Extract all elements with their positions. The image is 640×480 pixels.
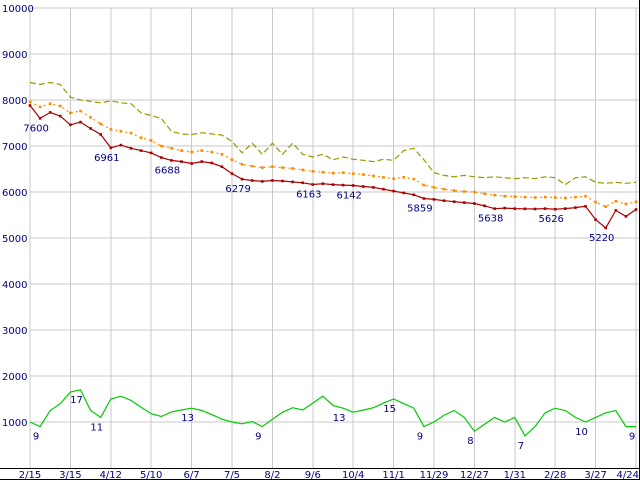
point-label-green: 11 [90, 422, 103, 433]
point-label-red: 5859 [407, 204, 432, 215]
point-label-red: 5220 [589, 233, 614, 244]
point-label-red: 6688 [155, 165, 180, 176]
x-tick-label: 12/27 [460, 470, 489, 480]
series-lower-green-line [29, 389, 636, 437]
x-tick-label: 8/2 [264, 470, 280, 480]
y-tick-label: 1000 [2, 418, 27, 429]
x-tick-label: 4/12 [100, 470, 122, 480]
x-axis-labels: 2/15 3/15 4/12 5/10 6/7 7/5 8/2 9/6 10/4 11/1 11/2… [19, 470, 639, 480]
y-tick-label: 8000 [2, 96, 27, 107]
x-tick-label: 3/15 [59, 470, 81, 480]
series-middle-dotted-line [28, 100, 638, 208]
x-tick-label: 5/10 [140, 470, 162, 480]
y-tick-label: 9000 [2, 50, 27, 61]
series-upper-dashed-line [29, 81, 637, 186]
point-label-green: 7 [518, 441, 524, 452]
point-label-red: 6279 [225, 184, 250, 195]
point-label-red: 5626 [538, 214, 563, 225]
series-line-green [29, 389, 636, 437]
y-tick-label: 2000 [2, 372, 27, 383]
point-label-red: 6142 [336, 191, 361, 202]
point-label-red: 6961 [94, 153, 119, 164]
x-tick-label: 2/28 [544, 470, 566, 480]
x-tick-label: 9/6 [305, 470, 321, 480]
y-tick-label: 7000 [2, 142, 27, 153]
x-tick-label: 7/5 [224, 470, 240, 480]
point-label-green: 8 [467, 436, 473, 447]
x-tick-label: 6/7 [184, 470, 200, 480]
y-axis-labels: 10000 9000 8000 7000 6000 5000 4000 3000 2000 100… [2, 4, 34, 429]
y-tick-label: 4000 [2, 280, 27, 291]
point-label-green: 15 [383, 404, 396, 415]
series-main-red-line [28, 104, 638, 230]
point-label-red: 5638 [478, 214, 503, 225]
y-tick-label: 6000 [2, 188, 27, 199]
gridlines [29, 7, 640, 468]
point-label-green: 9 [417, 432, 423, 443]
x-tick-label: 10/4 [342, 470, 364, 480]
point-label-green: 9 [255, 432, 261, 443]
point-label-green: 13 [181, 413, 194, 424]
point-label-green: 9 [629, 432, 635, 443]
y-tick-label: 10000 [2, 4, 34, 15]
y-tick-label: 3000 [2, 326, 27, 337]
point-label-green: 13 [333, 413, 346, 424]
x-tick-label: 3/27 [584, 470, 606, 480]
point-label-red: 6163 [296, 190, 321, 201]
x-tick-label: 1/31 [504, 470, 526, 480]
point-label-red: 7600 [23, 123, 48, 134]
point-label-green: 9 [33, 432, 39, 443]
point-labels: 7600 6961 6688 6279 6163 6142 5859 5638 5626 5220… [23, 123, 635, 451]
series-line-olive [29, 81, 637, 186]
x-tick-label: 2/15 [19, 470, 41, 480]
x-tick-label: 11/1 [382, 470, 404, 480]
x-tick-label: 11/29 [420, 470, 449, 480]
point-label-green: 17 [70, 395, 83, 406]
x-tick-label: 4/24 [617, 470, 639, 480]
point-label-green: 10 [575, 427, 588, 438]
y-tick-label: 5000 [2, 234, 27, 245]
